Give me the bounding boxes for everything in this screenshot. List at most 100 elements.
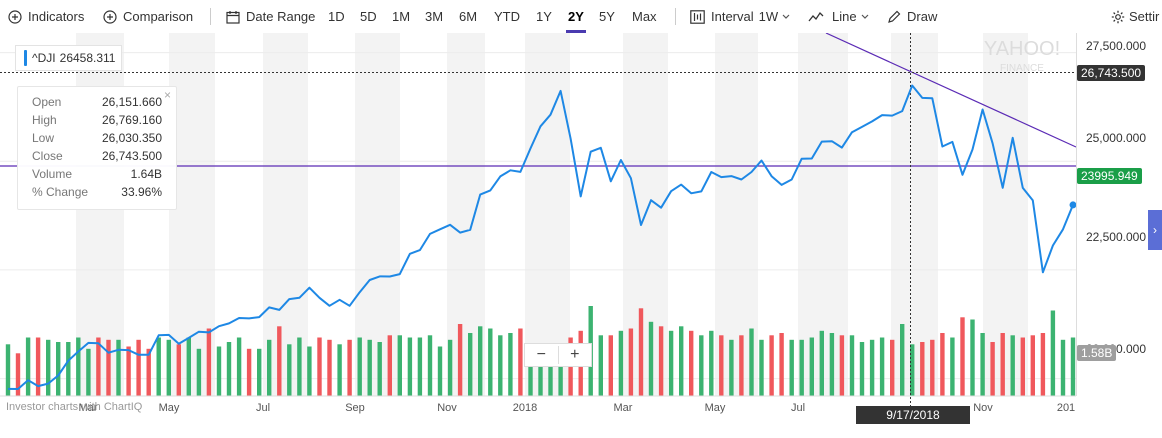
chevron-down-icon [782,14,790,20]
volume-bar [176,344,181,396]
range-6m[interactable]: 6M [459,9,478,24]
last-price-dot [1069,201,1077,209]
zoom-controls: − + [524,343,592,367]
draw-button[interactable]: Draw [887,0,937,33]
volume-bar [407,337,413,396]
volume-bar [689,330,694,397]
range-5y[interactable]: 5Y [599,9,615,24]
x-tick-label: Mar [613,402,633,414]
volume-bar [206,328,212,396]
volume-bar [357,337,362,396]
volume-bar [146,348,151,397]
x-tick-label: Sep [345,402,365,414]
volume-bar [628,328,634,396]
volume-bar [930,339,935,397]
range-2y[interactable]: 2Y [566,0,586,33]
volume-bar [548,344,553,396]
tooltip-row-open: Open 26,151.660 [32,93,162,111]
tooltip-label: Close [32,149,63,163]
x-tick-label: Jul [255,402,271,414]
range-max[interactable]: Max [632,9,657,24]
series-legend[interactable]: ^DJI 26458.311 [15,45,123,71]
chart-type-label: Line [832,9,857,24]
volume-bar [397,335,402,397]
range-1m[interactable]: 1M [392,9,411,24]
volume-bar [668,330,674,397]
range-1d[interactable]: 1D [328,9,345,24]
close-icon[interactable]: × [163,88,171,102]
volume-bar [890,339,895,397]
volume-bar [226,342,232,396]
volume-bar [518,328,523,396]
volume-bar [377,342,382,396]
tooltip-label: % Change [32,185,89,199]
volume-bar [86,348,91,397]
volume-bar [859,342,865,396]
volume-bar [367,339,372,397]
indicators-button[interactable]: Indicators [8,0,84,33]
volume-bar [779,333,784,396]
volume-bar [528,355,533,396]
tooltip-row-volume: Volume 1.64B [32,165,162,183]
y-tick-label: 25,000.000 [1085,131,1146,145]
range-1y[interactable]: 1Y [536,9,552,24]
volume-bar [970,319,975,396]
volume-bar [608,335,613,397]
volume-bar [56,342,61,396]
volume-bar [990,342,995,396]
gear-icon [1111,10,1125,24]
zoom-out-button[interactable]: − [525,346,559,364]
date-range-button[interactable]: Date Range [226,0,315,33]
tooltip-value: 33.96% [121,185,162,199]
comparison-button[interactable]: Comparison [103,0,193,33]
volume-bar [1060,339,1066,397]
price-line [7,84,1074,390]
volume-bar [257,348,262,397]
chart-type-dropdown[interactable]: Line [808,0,869,33]
range-ytd[interactable]: YTD [494,9,520,24]
volume-bar [236,337,242,396]
tooltip-value: 26,769.160 [101,113,162,127]
tooltip-row-close: Close 26,743.500 [32,147,162,165]
volume-bar [598,335,603,397]
volume-bar [267,339,272,397]
zoom-in-button[interactable]: + [570,346,580,363]
trend-line-drawing[interactable] [825,33,1077,148]
price-chart[interactable]: YAHOO! FINANCE ^DJI 26458.311 × Open 26,1… [0,33,1162,438]
settings-button[interactable]: Settir [1111,0,1159,33]
month-band [263,33,308,396]
tooltip-label: Low [32,131,55,145]
range-5d[interactable]: 5D [360,9,377,24]
volume-bar [799,339,804,397]
volume-bar [76,337,81,396]
volume-bar [166,339,171,397]
volume-bar [25,337,31,396]
range-3m[interactable]: 3M [425,9,444,24]
ohlc-tooltip: × Open 26,151.660 High 26,769.160 Low 26,03… [17,86,177,210]
volume-bar [618,330,624,397]
volume-bar [307,346,312,396]
volume-bar [658,326,664,397]
volume-bar [46,339,51,397]
volume-bar [508,333,513,396]
volume-bar [819,330,824,397]
expand-panel-tab[interactable]: › [1148,210,1162,250]
volume-bar [950,337,955,396]
month-band [525,33,570,396]
volume-bar [739,335,744,397]
volume-bar [1010,335,1015,397]
tooltip-label: Volume [32,167,73,181]
volume-bar [709,330,714,397]
month-band [355,33,400,396]
volume-bar [427,335,433,397]
volume-bar [1040,333,1046,396]
x-tick-label: May [158,402,180,414]
tooltip-value: 26,151.660 [101,95,162,109]
volume-bar [196,348,202,397]
tooltip-value: 1.64B [130,167,162,181]
interval-dropdown[interactable]: Interval 1W [690,0,790,33]
x-tick-label: Jul [790,402,806,414]
volume-bar [35,337,41,396]
volume-bar [287,344,292,396]
volume-bar [317,337,322,396]
